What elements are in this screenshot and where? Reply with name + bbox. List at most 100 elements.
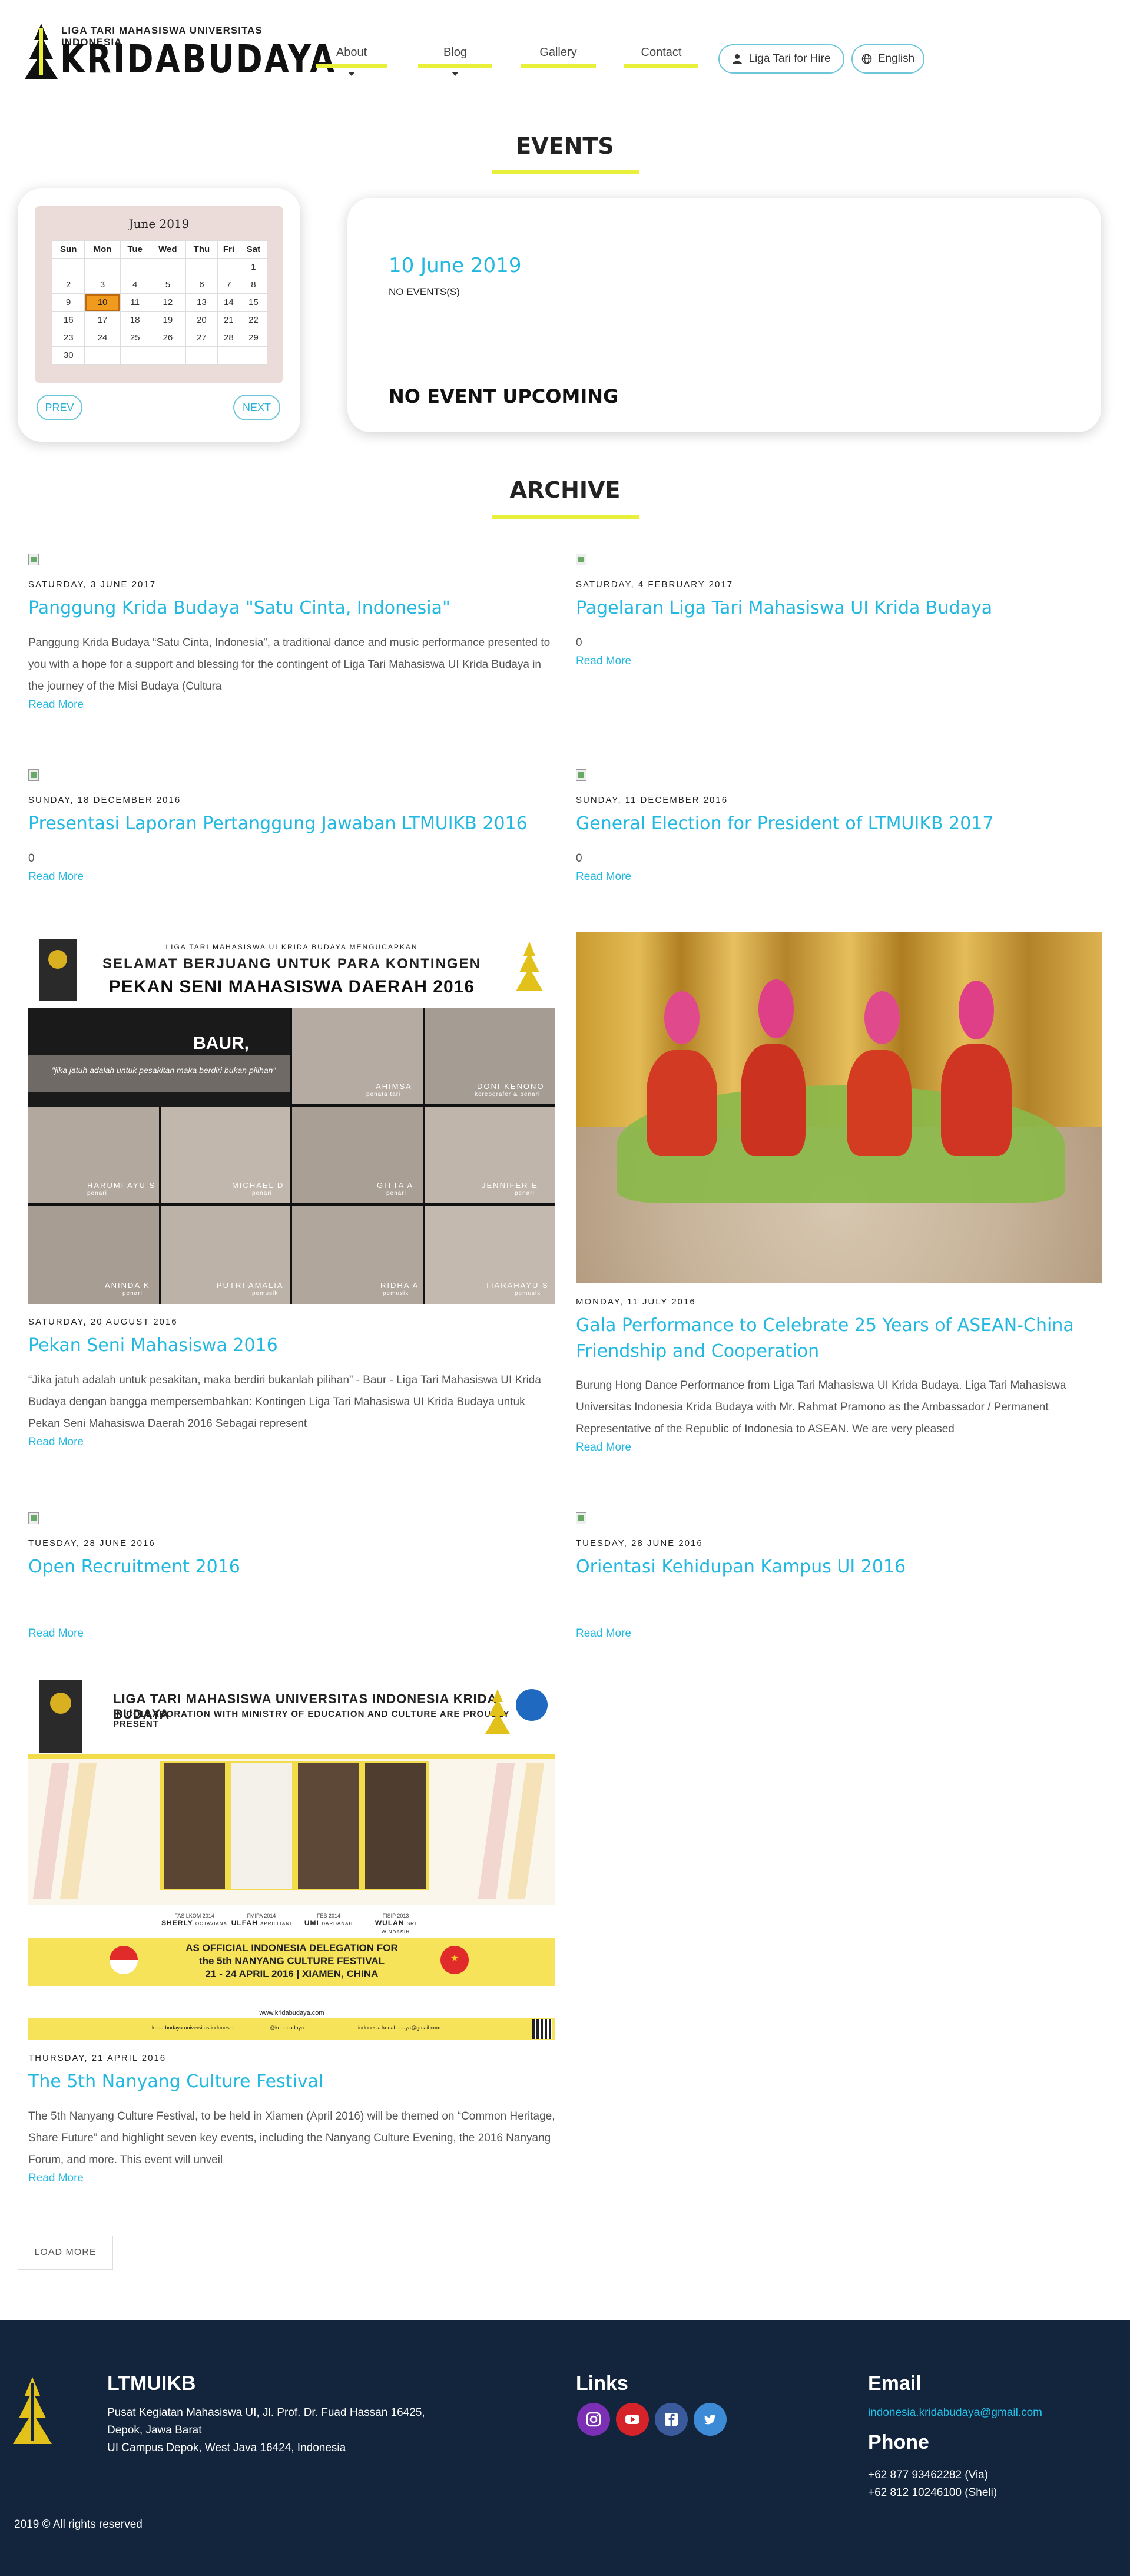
poster-person-role: penari (87, 1190, 107, 1197)
next-month-button[interactable]: NEXT (233, 395, 280, 420)
calendar-empty-cell (84, 258, 121, 276)
psm-poster-image[interactable]: LIGA TARI MAHASISWA UI KRIDA BUDAYA MENG… (28, 932, 555, 1304)
calendar-day[interactable]: 14 (217, 293, 240, 312)
poster-person-name: RIDHA A (380, 1281, 419, 1290)
calendar-empty-cell (84, 346, 121, 365)
calendar-day[interactable]: 26 (149, 329, 187, 347)
hire-label: Liga Tari for Hire (748, 52, 831, 65)
calendar-day[interactable]: 27 (185, 329, 218, 347)
calendar-day[interactable]: 11 (120, 293, 150, 312)
post-title[interactable]: Pekan Seni Mahasiswa 2016 (28, 1335, 278, 1356)
read-more-link[interactable]: Read More (28, 2171, 84, 2184)
calendar-empty-cell (120, 258, 150, 276)
hire-button[interactable]: Liga Tari for Hire (718, 44, 844, 74)
nav-underline (316, 64, 387, 68)
poster-person-role: pemusik (515, 1290, 541, 1297)
archive-post: SATURDAY, 3 JUNE 2017 Panggung Krida Bud… (28, 554, 555, 711)
post-title[interactable]: Panggung Krida Budaya "Satu Cinta, Indon… (28, 598, 450, 618)
calendar-day[interactable]: 13 (185, 293, 218, 312)
post-title[interactable]: Presentasi Laporan Pertanggung Jawaban L… (28, 813, 528, 834)
calendar-day[interactable]: 2 (51, 276, 85, 294)
calendar-day[interactable]: 17 (84, 311, 121, 329)
dancer-surname: DARDANAH (322, 1921, 353, 1926)
calendar-day[interactable]: 16 (51, 311, 85, 329)
language-button[interactable]: English (851, 44, 924, 74)
post-title[interactable]: Orientasi Kehidupan Kampus UI 2016 (576, 1557, 906, 1577)
read-more-link[interactable]: Read More (28, 1435, 84, 1448)
nav-gallery[interactable]: Gallery (521, 46, 596, 69)
read-more-link[interactable]: Read More (576, 654, 631, 667)
poster-baur: BAUR, (193, 1034, 249, 1053)
archive-post: SATURDAY, 20 AUGUST 2016 Pekan Seni Maha… (28, 1317, 555, 1449)
post-title[interactable]: The 5th Nanyang Culture Festival (28, 2071, 324, 2092)
calendar-day[interactable]: 30 (51, 346, 85, 365)
facebook-icon[interactable] (655, 2403, 688, 2436)
calendar-day[interactable]: 3 (84, 276, 121, 294)
read-more-link[interactable]: Read More (576, 1441, 631, 1454)
calendar-day[interactable]: 5 (149, 276, 187, 294)
post-title[interactable]: Gala Performance to Celebrate 25 Years o… (576, 1315, 1074, 1362)
weekday-header: Thu (185, 240, 218, 259)
post-date: TUESDAY, 28 JUNE 2016 (576, 1538, 703, 1548)
dancer-surname: APRILLIANI (260, 1921, 292, 1926)
calendar-day[interactable]: 23 (51, 329, 85, 347)
calendar-day[interactable]: 25 (120, 329, 150, 347)
post-date: MONDAY, 11 JULY 2016 (576, 1297, 696, 1307)
twitter-icon[interactable] (694, 2403, 727, 2436)
calendar-week: 1 (51, 258, 268, 276)
nav-about-label: About (336, 46, 367, 59)
calendar-day[interactable]: 22 (239, 311, 268, 329)
read-more-link[interactable]: Read More (28, 1627, 84, 1640)
calendar-day[interactable]: 19 (149, 311, 187, 329)
calendar-day[interactable]: 7 (217, 276, 240, 294)
calendar-day[interactable]: 18 (120, 311, 150, 329)
prev-month-button[interactable]: PREV (37, 395, 82, 420)
post-title[interactable]: Pagelaran Liga Tari Mahasiswa UI Krida B… (576, 598, 993, 618)
calendar-empty-cell (185, 346, 218, 365)
address-line: UI Campus Depok, West Java 16424, Indone… (107, 2442, 346, 2454)
calendar-day[interactable]: 12 (149, 293, 187, 312)
dancer-first-name: ULFAH (231, 1919, 258, 1927)
nav-about[interactable]: About (316, 46, 387, 76)
site-logo[interactable]: LIGA TARI MAHASISWA UNIVERSITAS INDONESI… (24, 22, 334, 87)
globe-icon (861, 54, 872, 64)
instagram-icon[interactable] (577, 2403, 610, 2436)
poster-person-role: penari (515, 1190, 535, 1197)
post-date: SUNDAY, 18 DECEMBER 2016 (28, 795, 181, 805)
youtube-icon[interactable] (616, 2403, 649, 2436)
post-excerpt: 0 (576, 636, 582, 649)
nanyang-poster-image[interactable]: LIGA TARI MAHASISWA UNIVERSITAS INDONESI… (28, 1675, 555, 2040)
dance-performance-photo[interactable] (576, 932, 1102, 1283)
calendar-day[interactable]: 4 (120, 276, 150, 294)
post-title[interactable]: General Election for President of LTMUIK… (576, 813, 994, 834)
chevron-down-icon (452, 72, 459, 76)
read-more-link[interactable]: Read More (28, 870, 84, 883)
read-more-link[interactable]: Read More (28, 698, 84, 711)
calendar-day[interactable]: 28 (217, 329, 240, 347)
calendar-day[interactable]: 1 (239, 258, 268, 276)
calendar-day[interactable]: 15 (239, 293, 268, 312)
nav-contact[interactable]: Contact (624, 46, 698, 69)
read-more-link[interactable]: Read More (576, 1627, 631, 1640)
calendar-day[interactable]: 24 (84, 329, 121, 347)
calendar-day[interactable]: 20 (185, 311, 218, 329)
calendar-day[interactable]: 29 (239, 329, 268, 347)
poster-person-name: TIARAHAYU S (485, 1281, 549, 1290)
archive-post: THURSDAY, 21 APRIL 2016 The 5th Nanyang … (28, 2053, 555, 2185)
nav-blog[interactable]: Blog (418, 46, 492, 76)
read-more-link[interactable]: Read More (576, 870, 631, 883)
poster-person-role: penari (386, 1190, 406, 1197)
footer-email-link[interactable]: indonesia.kridabudaya@gmail.com (868, 2406, 1043, 2419)
poster-org: LIGA TARI MAHASISWA UI KRIDA BUDAYA MENG… (165, 943, 418, 951)
broken-image-icon (576, 769, 586, 781)
post-title[interactable]: Open Recruitment 2016 (28, 1557, 240, 1577)
calendar-day[interactable]: 6 (185, 276, 218, 294)
calendar-day-selected[interactable]: 10 (84, 293, 121, 312)
calendar-empty-cell (120, 346, 150, 365)
load-more-button[interactable]: LOAD MORE (18, 2236, 113, 2270)
calendar-day[interactable]: 21 (217, 311, 240, 329)
calendar-day[interactable]: 8 (239, 276, 268, 294)
ministry-logo-icon (516, 1689, 548, 1721)
calendar-day[interactable]: 9 (51, 293, 85, 312)
